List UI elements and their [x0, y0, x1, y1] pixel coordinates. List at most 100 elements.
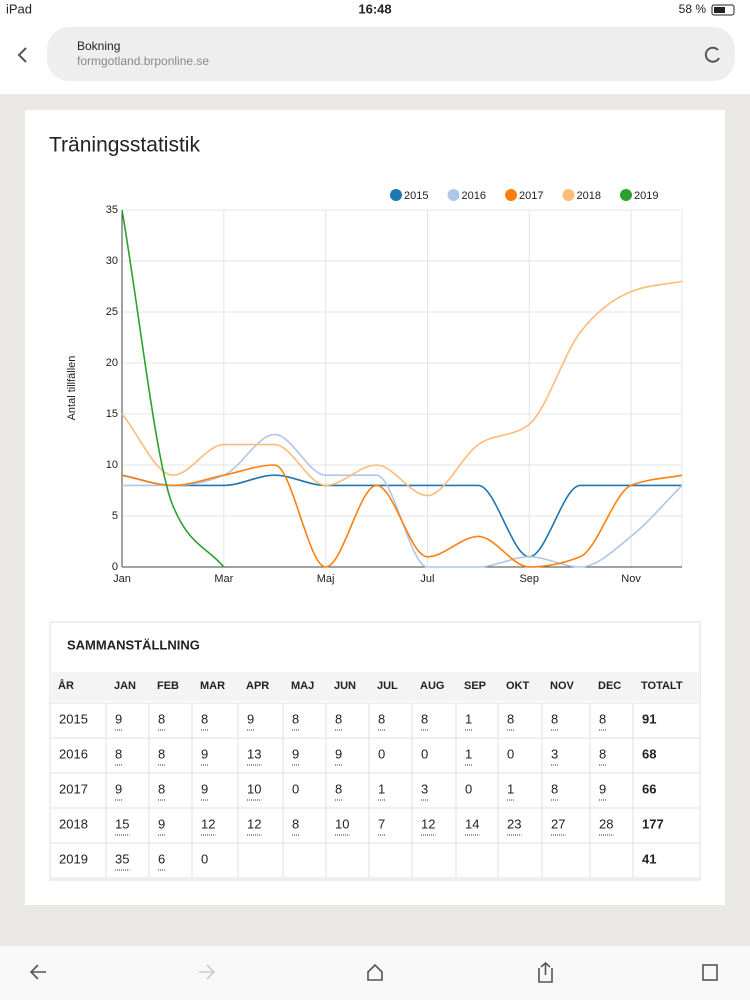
row-year: 2016: [59, 746, 88, 761]
month-count: 8: [158, 746, 165, 761]
y-tick-label: 10: [106, 459, 118, 471]
row-year: 2018: [59, 816, 88, 831]
column-header: AUG: [420, 680, 444, 692]
month-count: 8: [292, 711, 299, 726]
month-count: 28: [599, 816, 613, 831]
month-count: 13: [247, 746, 261, 761]
column-header: TOTALT: [641, 680, 683, 692]
tabs[interactable]: [702, 964, 718, 981]
row-year: 2015: [59, 711, 88, 726]
battery-percent: 58 %: [679, 2, 707, 16]
month-count: 1: [378, 781, 385, 796]
month-count: 9: [115, 781, 122, 796]
url: formgotland.brponline.se: [77, 54, 209, 68]
share[interactable]: [538, 961, 553, 983]
row-total: 68: [642, 746, 656, 761]
column-header: MAJ: [291, 680, 314, 692]
legend-swatch: [447, 189, 460, 201]
y-tick-label: 30: [106, 255, 118, 267]
month-count: 7: [378, 816, 385, 831]
x-tick-label: Maj: [317, 573, 335, 585]
device-name: iPad: [6, 1, 32, 16]
nav-back[interactable]: [29, 964, 46, 980]
month-count: 1: [465, 711, 472, 726]
toolbar: [0, 946, 750, 1000]
column-header: JUL: [377, 680, 398, 692]
month-count: 12: [421, 816, 435, 831]
legend-swatch: [505, 189, 517, 201]
row-total: 91: [642, 711, 656, 726]
nav-forward[interactable]: [199, 964, 216, 980]
month-count: 1: [465, 746, 472, 761]
month-count: 8: [599, 711, 606, 726]
legend-label: 2015: [404, 190, 428, 202]
column-header: ÅR: [58, 679, 74, 692]
series-line: [121, 474, 682, 558]
month-count: 15: [115, 816, 129, 831]
back-button[interactable]: [17, 47, 27, 63]
row-total: 177: [642, 816, 664, 831]
legend-swatch: [390, 189, 402, 201]
month-count: 8: [158, 781, 165, 796]
month-count: 8: [201, 711, 208, 726]
y-tick-label: 35: [106, 204, 118, 216]
x-tick-label: Sep: [519, 573, 539, 585]
column-header: FEB: [157, 680, 179, 692]
month-count: 3: [421, 781, 428, 796]
legend-swatch: [620, 189, 632, 201]
month-count: 8: [551, 781, 558, 796]
legend-swatch: [562, 189, 575, 201]
page-title: Bokning: [77, 39, 120, 53]
month-count: 14: [465, 816, 479, 831]
x-tick-label: Mar: [214, 573, 233, 585]
table-cell: [632, 842, 701, 879]
legend-label: 2019: [634, 190, 658, 202]
month-count: 23: [507, 816, 521, 831]
month-count: 8: [551, 711, 558, 726]
y-axis-label: Antal tillfällen: [66, 356, 78, 421]
month-count: 9: [292, 746, 299, 761]
month-count: 8: [335, 711, 342, 726]
month-count: 0: [421, 746, 428, 761]
row-total: 66: [642, 781, 656, 796]
y-tick-label: 25: [106, 306, 118, 318]
month-count: 3: [551, 746, 558, 761]
month-count: 0: [465, 781, 472, 796]
month-count: 9: [201, 746, 208, 761]
column-header: DEC: [598, 680, 621, 692]
legend-label: 2017: [519, 190, 543, 202]
table-title: SAMMANSTÄLLNING: [67, 637, 200, 652]
month-count: 10: [247, 781, 261, 796]
column-header: NOV: [550, 680, 575, 692]
month-count: 9: [115, 711, 122, 726]
address-bar[interactable]: [47, 27, 735, 81]
month-count: 0: [378, 746, 385, 761]
y-tick-label: 0: [112, 561, 118, 573]
month-count: 8: [115, 746, 122, 761]
month-count: 8: [421, 711, 428, 726]
reload-button[interactable]: [704, 46, 720, 63]
column-header: JAN: [114, 680, 136, 692]
column-header: OKT: [506, 680, 530, 692]
month-count: 0: [507, 746, 514, 761]
month-count: 9: [599, 781, 606, 796]
month-count: 8: [599, 746, 606, 761]
table-frame: [49, 621, 701, 881]
home[interactable]: [367, 963, 383, 981]
column-header: APR: [246, 680, 269, 692]
clock: 16:48: [358, 1, 391, 16]
month-count: 8: [292, 816, 299, 831]
month-count: 8: [335, 781, 342, 796]
month-count: 12: [247, 816, 261, 831]
column-header: MAR: [200, 680, 225, 692]
series-line: [121, 464, 683, 568]
chart-title: Träningsstatistik: [49, 134, 200, 157]
battery-level: [714, 7, 725, 13]
column-header: JUN: [334, 680, 356, 692]
month-count: 0: [292, 781, 299, 796]
series-line: [121, 280, 683, 497]
month-count: 12: [201, 816, 215, 831]
series-line: [121, 209, 225, 568]
x-tick-label: Jan: [113, 573, 131, 585]
